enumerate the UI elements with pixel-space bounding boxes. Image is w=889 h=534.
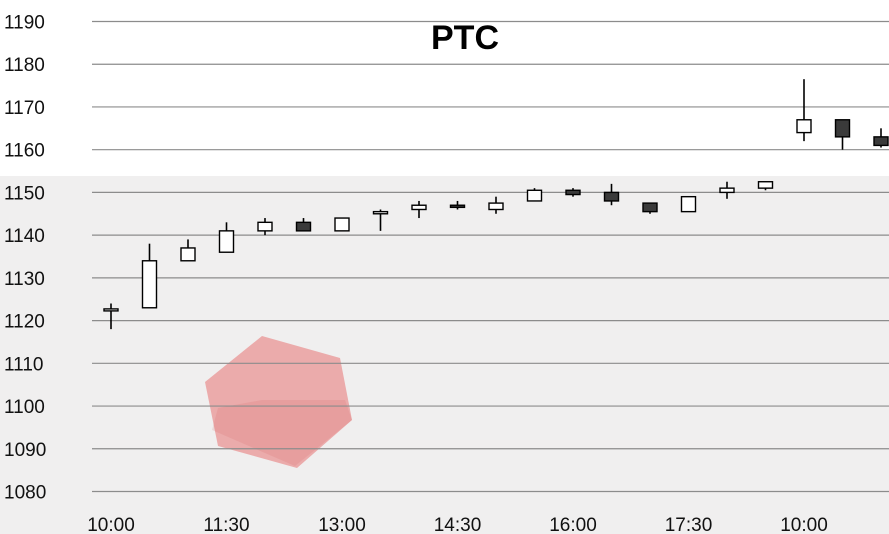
candle-body [796,119,812,134]
candle-body [680,195,697,213]
candle-body [334,217,350,232]
candle [873,128,889,148]
y-axis-ticks: 1080 1090 1100 1110 1120 1130 1140 1150 1160 1170… [4,13,46,504]
y-tick-label: 1160 [4,141,45,162]
candle [526,188,543,202]
candle [757,181,774,191]
x-axis-ticks: 10:00 11:30 13:00 14:30 16:00 17:30 10:00 [87,515,828,534]
candle [488,196,504,214]
candle-body [719,187,735,194]
candle [334,217,350,232]
candle-body [642,202,658,213]
candles [103,79,889,330]
candle-body [565,189,581,196]
candle-body [834,119,851,138]
candle [449,200,466,210]
x-tick-label: 10:00 [87,515,135,534]
y-tick-label: 1080 [4,483,46,504]
candle-body [449,204,466,209]
candle-body [603,191,620,202]
candle-body [180,247,196,262]
candle [680,195,697,213]
candle-body [372,210,389,215]
y-tick-label: 1140 [4,226,45,247]
candle [372,209,389,231]
gridlines [92,20,889,493]
candle-body [295,221,312,232]
candle [141,243,158,309]
candle-body [757,181,774,189]
y-tick-label: 1150 [4,183,45,204]
y-tick-label: 1180 [4,55,45,76]
candle-body [218,230,235,253]
candle [642,202,658,214]
candle [565,188,581,197]
x-tick-label: 17:30 [665,515,713,534]
candle-body [257,221,273,232]
candle-body [141,260,158,309]
candle [603,183,620,206]
x-tick-label: 13:00 [318,515,366,534]
y-tick-label: 1190 [4,13,45,34]
candle [796,79,812,142]
y-tick-label: 1120 [4,312,45,333]
chart-background-lower [0,176,889,534]
y-tick-label: 1170 [4,98,45,119]
y-tick-label: 1100 [4,397,45,418]
candle [103,303,119,330]
candle [180,239,196,262]
decorative-watermark [205,336,352,468]
candle [719,181,735,199]
candle-body [103,308,119,312]
candle-body [411,204,427,211]
candle-body [873,136,889,147]
x-tick-label: 14:30 [434,515,482,534]
candle [257,218,273,236]
candle-body [526,189,543,202]
candle [295,218,312,232]
candle-body [488,202,504,211]
candle [834,119,851,150]
x-tick-label: 16:00 [549,515,597,534]
y-tick-label: 1110 [4,354,43,375]
x-tick-label: 11:30 [203,515,249,534]
x-tick-label: 10:00 [780,515,828,534]
chart-title: PTC [431,19,499,57]
candle [218,222,235,253]
y-tick-label: 1090 [4,440,46,461]
y-tick-label: 1130 [4,269,45,290]
candle [411,200,427,219]
